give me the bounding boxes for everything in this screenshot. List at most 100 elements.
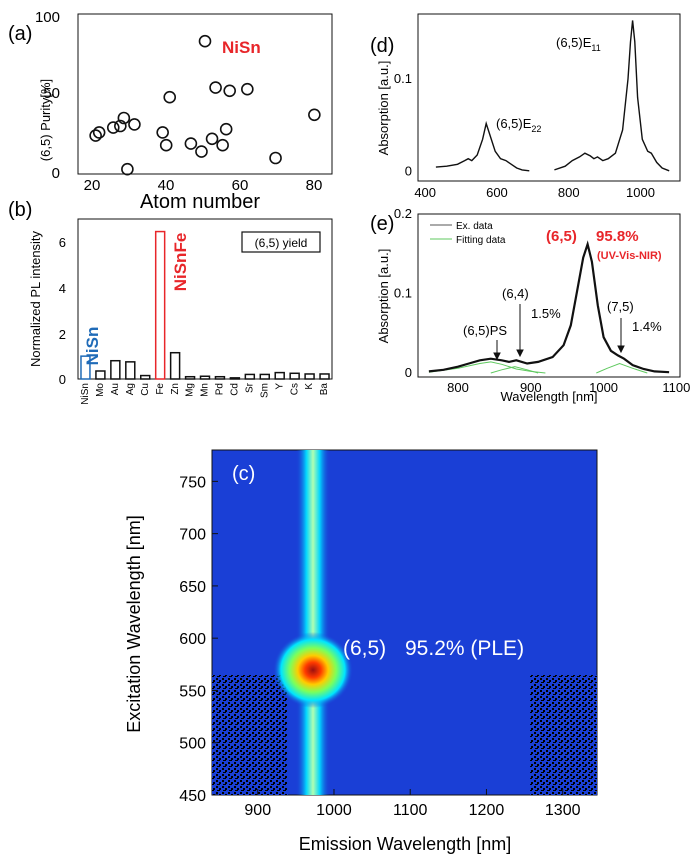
panel-c-xtick: 1100 [393, 802, 428, 819]
data-line [428, 240, 670, 374]
panel-b-ytick-0: 0 [59, 372, 66, 387]
panel-e-label-64-pct: 1.5% [531, 306, 561, 321]
bar-cd [229, 377, 241, 380]
panel-a-points [89, 34, 321, 176]
panel-e-label-75: (7,5) [607, 299, 634, 314]
panel-a-ytick-100: 100 [35, 9, 60, 26]
panel-a-annotation-nisn: NiSn [222, 38, 261, 57]
scatter-point [205, 132, 219, 146]
panel-e-label-65ps: (6,5)PS [463, 323, 507, 338]
scatter-point [223, 84, 236, 98]
bar-mo [95, 370, 106, 380]
panel-a-ytick-50: 50 [43, 85, 60, 102]
panel-a: (a) (6,5) Purity[%] Atom number 100 50 0… [8, 9, 333, 213]
panel-d-xtick: 400 [414, 185, 436, 200]
scatter-point [163, 90, 177, 104]
panel-e: (e) Absorption [a.u.] Wavelength [nm] 80… [370, 206, 690, 404]
panel-c: (c) (6,5) 95.2% (PLE) Excitation Wavelen… [124, 449, 598, 854]
panel-c-xlabel: Emission Wavelength [nm] [299, 834, 511, 854]
panel-e-xtick: 900 [520, 380, 542, 395]
panel-c-xtick: 1000 [316, 802, 352, 819]
scatter-point [198, 34, 212, 48]
panel-a-xtick-80: 80 [306, 177, 323, 194]
bar-label-mn: Mn [200, 383, 211, 397]
panel-b-ylabel: Normalized PL intensity [28, 230, 43, 367]
bar-label-sr: Sr [244, 382, 255, 393]
panel-c-ytick: 500 [179, 736, 206, 753]
panel-e-label-64: (6,4) [502, 286, 529, 301]
panel-c-label: (c) [232, 463, 255, 485]
bar-cu [140, 374, 151, 380]
panel-c-ylabel: Excitation Wavelength [nm] [124, 515, 144, 732]
panel-c-noise-right [530, 675, 597, 795]
panel-a-ytick-0: 0 [52, 165, 60, 182]
panel-a-frame [77, 13, 333, 175]
scatter-point [184, 137, 198, 150]
panel-e-arrows [493, 304, 625, 361]
bar-label-ag: Ag [125, 383, 136, 395]
panel-d-xtick: 800 [558, 185, 580, 200]
scatter-point [89, 129, 102, 142]
bar-cs [289, 372, 300, 380]
bar-sr [244, 373, 256, 380]
scatter-point [159, 138, 173, 152]
bar-ba [319, 373, 330, 380]
bar-label-mg: Mg [185, 383, 196, 397]
panel-b-xticks: NiSn Mo Au Ag Cu Fe Zn Mg Mn Pd Cd Sr Sm Y Cs K Ba [80, 382, 330, 404]
bar-nisn [80, 355, 91, 380]
bar-zn [169, 351, 181, 380]
panel-e-title-method: (UV-Vis-NIR) [597, 250, 662, 262]
panel-e-xtick: 1000 [589, 380, 618, 395]
scatter-point [219, 122, 233, 136]
panel-e-ticks: 800 900 1000 1100 0 0.1 0.2 [394, 206, 690, 395]
panel-d-frame [417, 13, 681, 182]
scatter-point [114, 119, 127, 133]
bar-label-nisn: NiSn [80, 383, 91, 405]
bar-label-zn: Zn [170, 383, 181, 395]
panel-e-ytick: 0 [405, 365, 412, 380]
panel-c-ytick: 450 [179, 788, 206, 805]
panel-b: (b) Normalized PL intensity 0 2 4 6 (6,5… [8, 199, 333, 405]
panel-e-ytick: 0.1 [394, 286, 412, 301]
panel-b-ytick-4: 4 [59, 281, 66, 296]
panel-b-label-nisn: NiSn [83, 327, 102, 366]
panel-c-noise-left [212, 675, 288, 795]
scatter-point [216, 138, 229, 152]
panel-e-title-purity: 95.8% [596, 228, 639, 245]
scatter-point [92, 126, 106, 139]
bar-pd [214, 375, 226, 380]
bar-label-cs: Cs [289, 383, 300, 395]
panel-c-peak [273, 632, 353, 708]
panel-c-emission-stripe [296, 450, 330, 795]
panel-e-spectrum [428, 240, 670, 374]
bar-label-cd: Cd [230, 383, 241, 396]
panel-a-xtick-20: 20 [84, 177, 101, 194]
panel-e-xtick: 800 [447, 380, 469, 395]
panel-b-ytick-2: 2 [59, 327, 66, 342]
panel-a-xtick-40: 40 [158, 177, 175, 194]
panel-d-ytick: 0 [405, 164, 412, 179]
panel-b-legend: (6,5) yield [255, 236, 308, 250]
panel-c-xtick: 1300 [545, 802, 581, 819]
spectrum-line [554, 20, 670, 172]
spectrum-line [435, 120, 530, 172]
panel-e-label-75-pct: 1.4% [632, 319, 662, 334]
bar-label-cu: Cu [140, 383, 151, 396]
panel-e-ytick: 0.2 [394, 206, 412, 221]
panel-b-label-nisnfe: NiSnFe [171, 233, 190, 292]
panel-e-ylabel: Absorption [a.u.] [376, 249, 391, 344]
fit-line [596, 362, 648, 374]
panel-c-ytick: 600 [179, 631, 206, 648]
scatter-point [128, 118, 141, 131]
scatter-point [308, 108, 321, 122]
bar-label-au: Au [110, 383, 121, 395]
scatter-point [269, 151, 282, 165]
panel-b-label: (b) [8, 199, 32, 221]
panel-e-frame [417, 213, 681, 378]
panel-c-ytick: 550 [179, 683, 206, 700]
bar-label-y: Y [274, 383, 285, 390]
panel-a-label: (a) [8, 23, 32, 45]
bar-label-pd: Pd [215, 383, 226, 395]
bar-ag [125, 361, 136, 380]
